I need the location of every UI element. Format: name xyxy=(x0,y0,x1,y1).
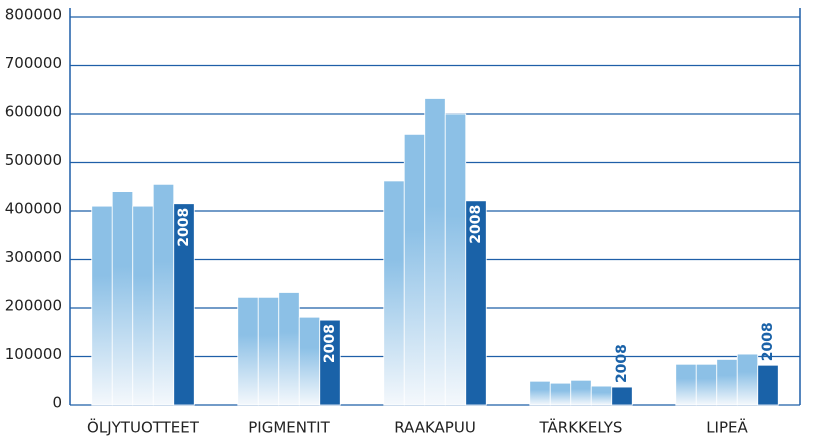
bar xyxy=(424,98,446,406)
y-tick-label: 700000 xyxy=(5,54,62,72)
bar xyxy=(716,359,738,406)
series-label: 2008 xyxy=(760,322,776,361)
y-tick-label: 500000 xyxy=(5,151,62,169)
bar xyxy=(298,316,321,406)
bar xyxy=(152,183,175,406)
y-tick-label: 600000 xyxy=(5,103,62,121)
bar xyxy=(257,296,280,406)
y-tick-label: 200000 xyxy=(5,297,62,315)
series-label: 2008 xyxy=(468,205,484,244)
bar xyxy=(570,379,592,406)
bar xyxy=(549,382,572,406)
bar xyxy=(237,296,259,406)
bar xyxy=(403,133,426,406)
y-tick-label: 800000 xyxy=(5,6,62,24)
bar xyxy=(465,200,487,406)
x-tick-label: TÄRKKELYS xyxy=(539,418,623,437)
x-tick-label: ÖLJYTUOTTEET xyxy=(87,418,200,437)
y-tick-label: 300000 xyxy=(5,248,62,266)
bar xyxy=(529,380,551,406)
bar xyxy=(444,113,467,406)
x-tick-label: PIGMENTIT xyxy=(248,419,330,437)
series-label: 2008 xyxy=(322,324,338,363)
bar xyxy=(91,205,113,406)
bar xyxy=(319,319,341,406)
y-tick-label: 400000 xyxy=(5,200,62,218)
x-tick-label: LIPEÄ xyxy=(706,418,748,437)
y-tick-label: 100000 xyxy=(5,345,62,363)
series-label: 2008 xyxy=(176,208,192,247)
bar xyxy=(383,180,405,406)
bar xyxy=(278,292,300,406)
bar xyxy=(173,203,195,406)
y-tick-label: 0 xyxy=(52,394,62,412)
bar xyxy=(736,353,759,406)
bar xyxy=(675,363,697,406)
bar xyxy=(695,363,718,406)
bar xyxy=(590,385,613,406)
x-tick-label: RAAKAPUU xyxy=(394,419,476,437)
bar xyxy=(111,191,134,406)
bar xyxy=(132,205,154,406)
bar xyxy=(757,364,779,406)
series-label: 2008 xyxy=(614,344,630,383)
bar xyxy=(611,386,633,406)
